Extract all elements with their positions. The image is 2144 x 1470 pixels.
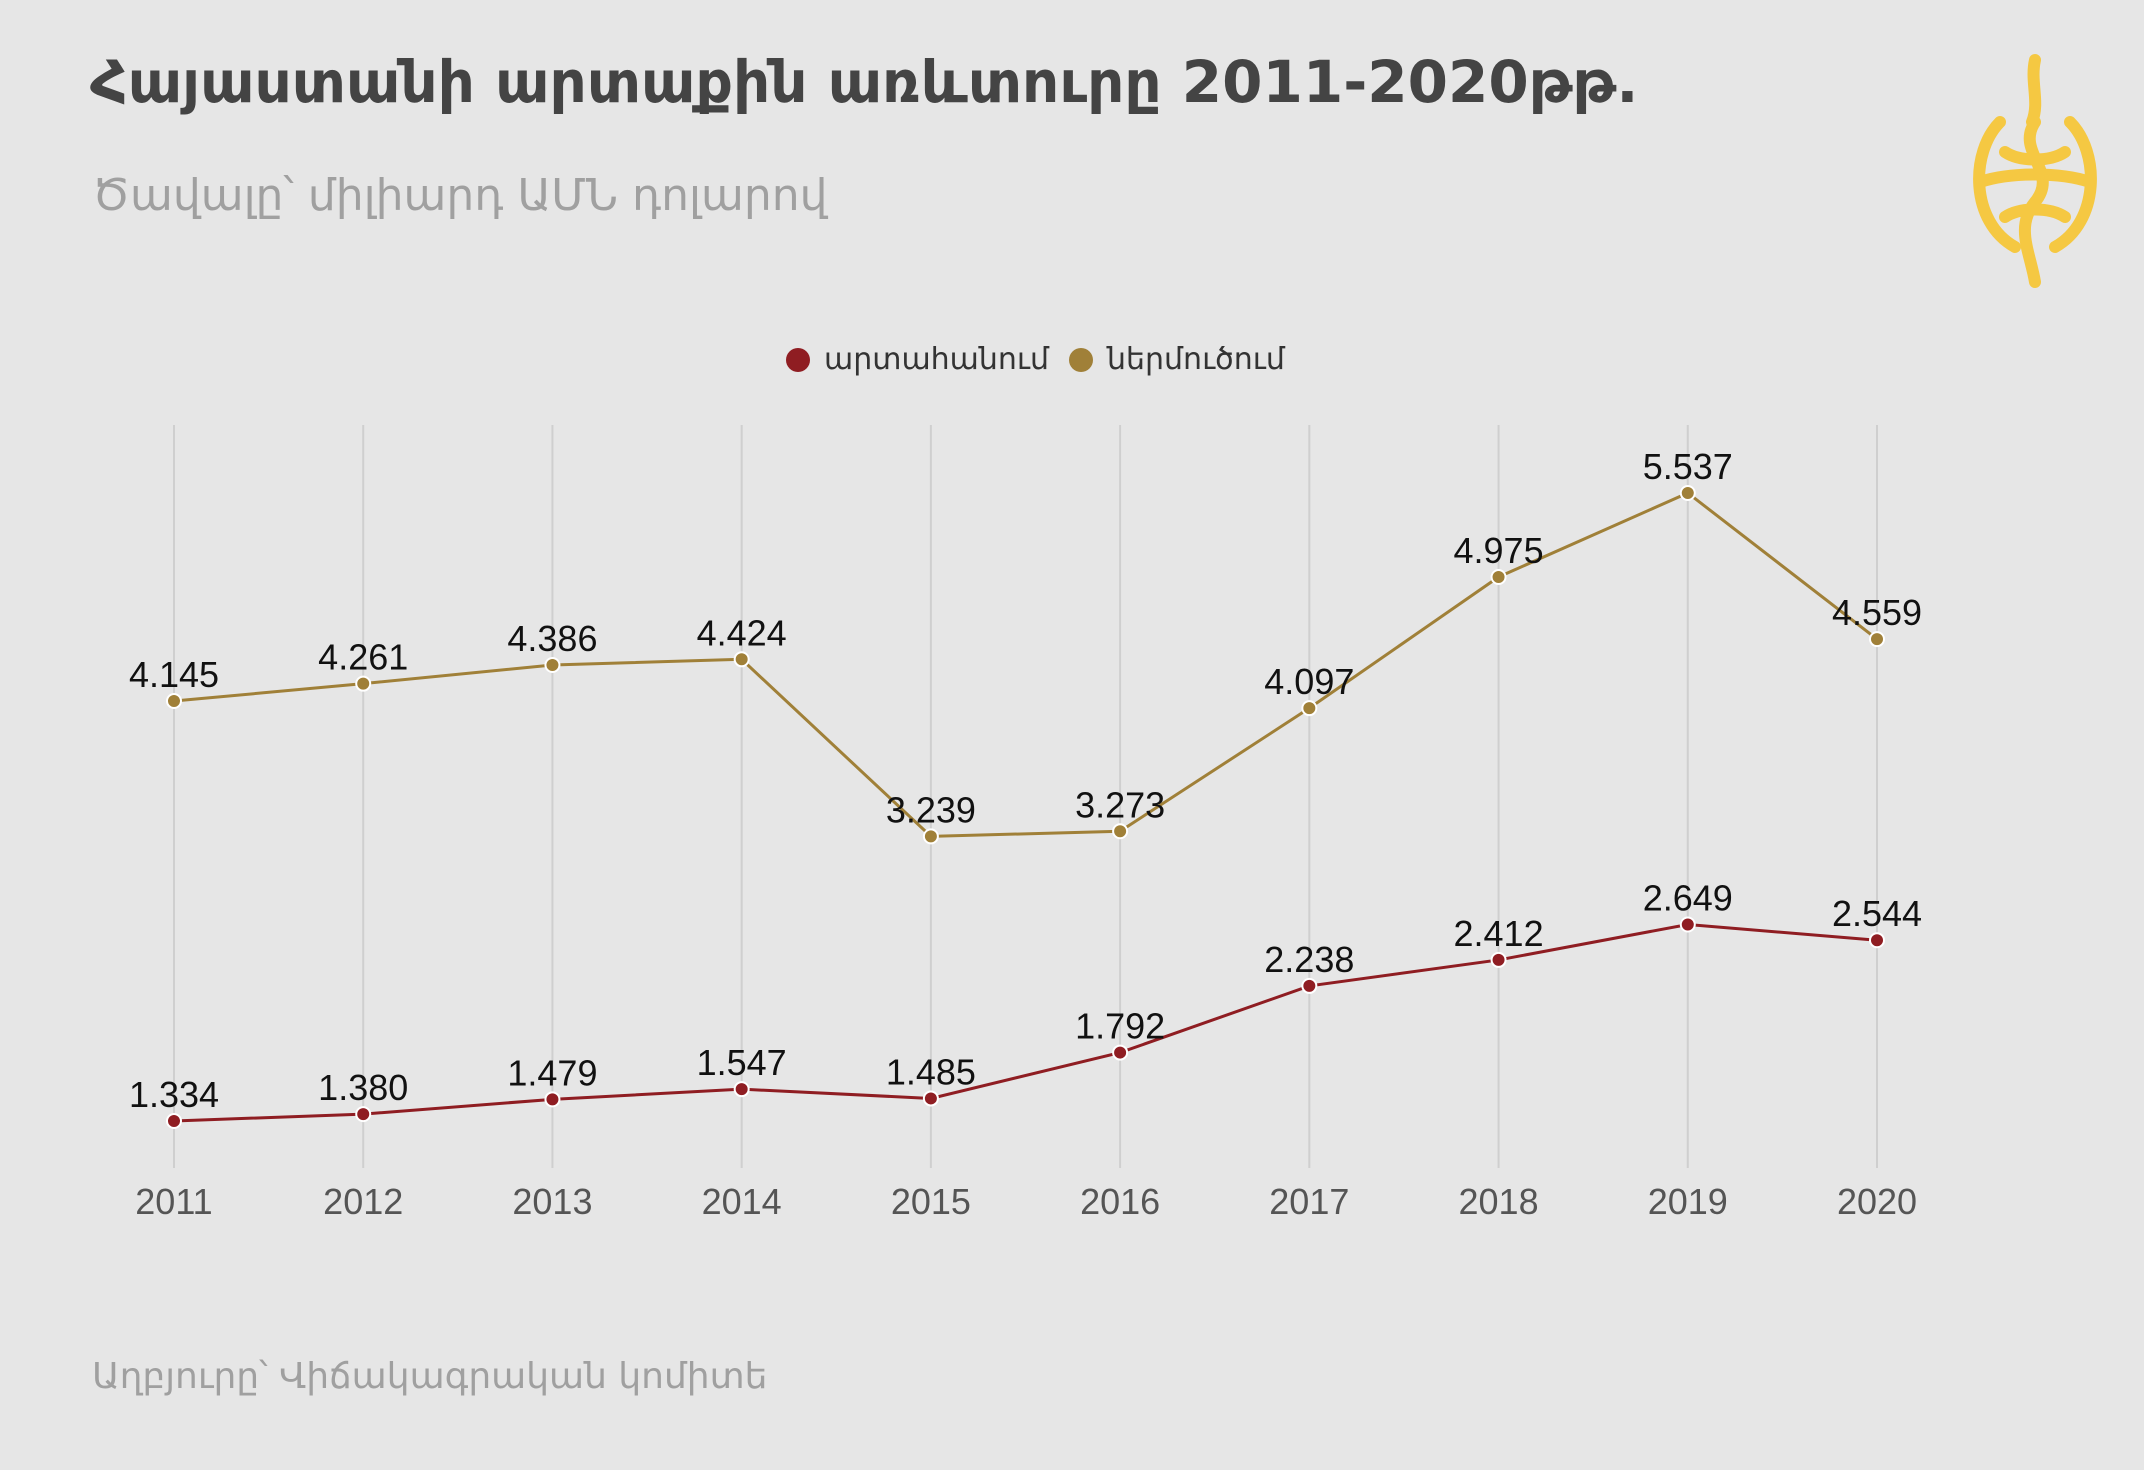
legend-label-export: արտահանում <box>824 342 1049 377</box>
data-point[interactable] <box>1490 568 1507 585</box>
data-point[interactable] <box>1679 485 1696 501</box>
data-point[interactable] <box>1301 700 1318 717</box>
legend-item-import[interactable]: ներմուծում <box>1069 342 1285 377</box>
grid-lines <box>173 425 1878 1168</box>
data-point[interactable] <box>355 675 372 692</box>
data-point[interactable] <box>1869 932 1885 949</box>
data-point[interactable] <box>544 1091 561 1108</box>
data-label: 5.537 <box>1643 446 1733 487</box>
data-label: 4.424 <box>697 612 787 653</box>
data-label: 1.792 <box>1075 1006 1165 1047</box>
chart-legend: արտահանում ներմուծում <box>786 342 1305 377</box>
legend-item-export[interactable]: արտահանում <box>786 342 1049 377</box>
data-label: 1.479 <box>507 1052 597 1093</box>
data-label: 1.334 <box>129 1074 219 1115</box>
x-axis-ticks: 2011 2012 2013 2014 2015 2016 2017 2018 2019 2020 <box>135 1181 1917 1222</box>
x-tick-label: 2014 <box>702 1181 782 1222</box>
legend-swatch-export <box>786 347 810 372</box>
data-point[interactable] <box>355 1106 372 1123</box>
armenian-emblem-icon <box>1973 54 2097 288</box>
data-label: 4.975 <box>1454 530 1544 571</box>
x-tick-label: 2013 <box>512 1181 592 1222</box>
data-point[interactable] <box>733 651 750 668</box>
data-point[interactable] <box>1112 1044 1129 1061</box>
x-tick-label: 2011 <box>135 1181 212 1222</box>
source-note: Աղբյուրը՝ Վիճակագրական կոմիտե <box>92 1356 768 1397</box>
data-point[interactable] <box>166 1113 182 1129</box>
data-point[interactable] <box>544 656 561 673</box>
data-label: 2.412 <box>1454 913 1544 954</box>
data-label: 4.261 <box>318 637 408 678</box>
data-label: 4.386 <box>507 618 597 659</box>
data-point[interactable] <box>1490 951 1507 968</box>
data-point[interactable] <box>922 828 939 845</box>
data-labels: 1.334 1.380 1.479 1.547 1.485 1.792 2.238 2.412… <box>129 446 1922 1115</box>
data-label: 3.273 <box>1075 784 1165 825</box>
data-label: 2.544 <box>1832 893 1922 934</box>
legend-swatch-import <box>1069 347 1093 372</box>
chart-title: Հայաստանի արտաքին առևտուրը 2011-2020թթ. <box>90 48 1639 116</box>
x-tick-label: 2017 <box>1269 1181 1349 1222</box>
data-label: 4.145 <box>129 654 219 695</box>
x-tick-label: 2018 <box>1459 1181 1539 1222</box>
x-tick-label: 2016 <box>1080 1181 1160 1222</box>
data-point[interactable] <box>1112 823 1129 840</box>
data-label: 2.649 <box>1643 878 1733 919</box>
data-label: 1.485 <box>886 1051 976 1092</box>
x-tick-label: 2020 <box>1837 1181 1917 1222</box>
data-point[interactable] <box>1301 977 1318 994</box>
data-label: 1.380 <box>318 1067 408 1108</box>
data-label: 1.547 <box>697 1042 787 1083</box>
x-tick-label: 2015 <box>891 1181 971 1222</box>
x-tick-label: 2012 <box>323 1181 403 1222</box>
data-point[interactable] <box>1869 631 1885 648</box>
data-point[interactable] <box>922 1090 939 1107</box>
data-label: 2.238 <box>1264 939 1354 980</box>
chart-subtitle: Ծավալը՝ միլիարդ ԱՄՆ դոլարով <box>92 170 828 221</box>
series-line-export <box>173 923 1878 1123</box>
data-label: 4.097 <box>1264 661 1354 702</box>
x-tick-label: 2019 <box>1648 1181 1728 1222</box>
data-point[interactable] <box>166 692 182 709</box>
legend-label-import: ներմուծում <box>1107 342 1285 377</box>
data-point[interactable] <box>1679 916 1696 933</box>
data-point[interactable] <box>733 1081 750 1098</box>
data-label: 4.559 <box>1832 592 1922 633</box>
data-label: 3.239 <box>886 789 976 830</box>
series-line-import <box>173 491 1878 838</box>
series-lines <box>166 485 1885 1129</box>
